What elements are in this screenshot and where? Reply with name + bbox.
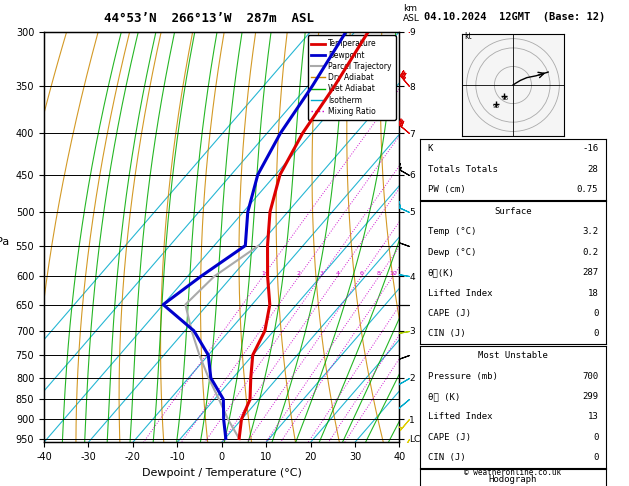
Legend: Temperature, Dewpoint, Parcel Trajectory, Dry Adiabat, Wet Adiabat, Isotherm, Mi: Temperature, Dewpoint, Parcel Trajectory… [308,35,396,120]
Text: Temp (°C): Temp (°C) [428,227,476,236]
Text: 8: 8 [377,271,381,277]
Text: 0: 0 [593,453,598,462]
Text: Pressure (mb): Pressure (mb) [428,372,498,381]
Text: PW (cm): PW (cm) [428,185,465,194]
Text: Lifted Index: Lifted Index [428,289,492,297]
Text: θᴇ (K): θᴇ (K) [428,392,460,401]
Text: Dewp (°C): Dewp (°C) [428,248,476,257]
Text: 3: 3 [319,271,323,277]
Text: 28: 28 [587,165,598,174]
Text: 4: 4 [335,271,340,277]
X-axis label: Dewpoint / Temperature (°C): Dewpoint / Temperature (°C) [142,468,302,478]
Text: 0.75: 0.75 [577,185,598,194]
Text: Totals Totals: Totals Totals [428,165,498,174]
Text: CAPE (J): CAPE (J) [428,433,470,442]
Text: CAPE (J): CAPE (J) [428,309,470,318]
Text: Hodograph: Hodograph [489,475,537,484]
Text: 0: 0 [593,309,598,318]
Text: 700: 700 [582,372,598,381]
Text: Surface: Surface [494,207,532,216]
Text: Lifted Index: Lifted Index [428,413,492,421]
Text: Most Unstable: Most Unstable [478,351,548,360]
Text: © weatheronline.co.uk: © weatheronline.co.uk [464,468,562,477]
Text: K: K [428,144,433,153]
Text: 0: 0 [593,330,598,338]
Text: 287: 287 [582,268,598,277]
Text: 10: 10 [389,271,397,277]
Text: 2: 2 [297,271,301,277]
Text: 04.10.2024  12GMT  (Base: 12): 04.10.2024 12GMT (Base: 12) [423,12,605,22]
Text: km
ASL: km ASL [403,4,420,23]
Text: 0.2: 0.2 [582,248,598,257]
Text: kt: kt [464,32,471,41]
Text: CIN (J): CIN (J) [428,453,465,462]
Text: Mixing Ratio (g/kg): Mixing Ratio (g/kg) [421,197,431,277]
Text: -16: -16 [582,144,598,153]
Text: 44°53’N  266°13’W  287m  ASL: 44°53’N 266°13’W 287m ASL [104,12,314,25]
Text: 18: 18 [587,289,598,297]
Text: 6: 6 [360,271,364,277]
Text: 13: 13 [587,413,598,421]
Y-axis label: hPa: hPa [0,237,9,247]
Text: 96: 96 [502,96,509,101]
Text: CIN (J): CIN (J) [428,330,465,338]
Text: 96: 96 [493,104,499,109]
Text: 1: 1 [261,271,265,277]
Text: 0: 0 [593,433,598,442]
Text: θᴇ(K): θᴇ(K) [428,268,455,277]
Text: 3.2: 3.2 [582,227,598,236]
Text: 299: 299 [582,392,598,401]
